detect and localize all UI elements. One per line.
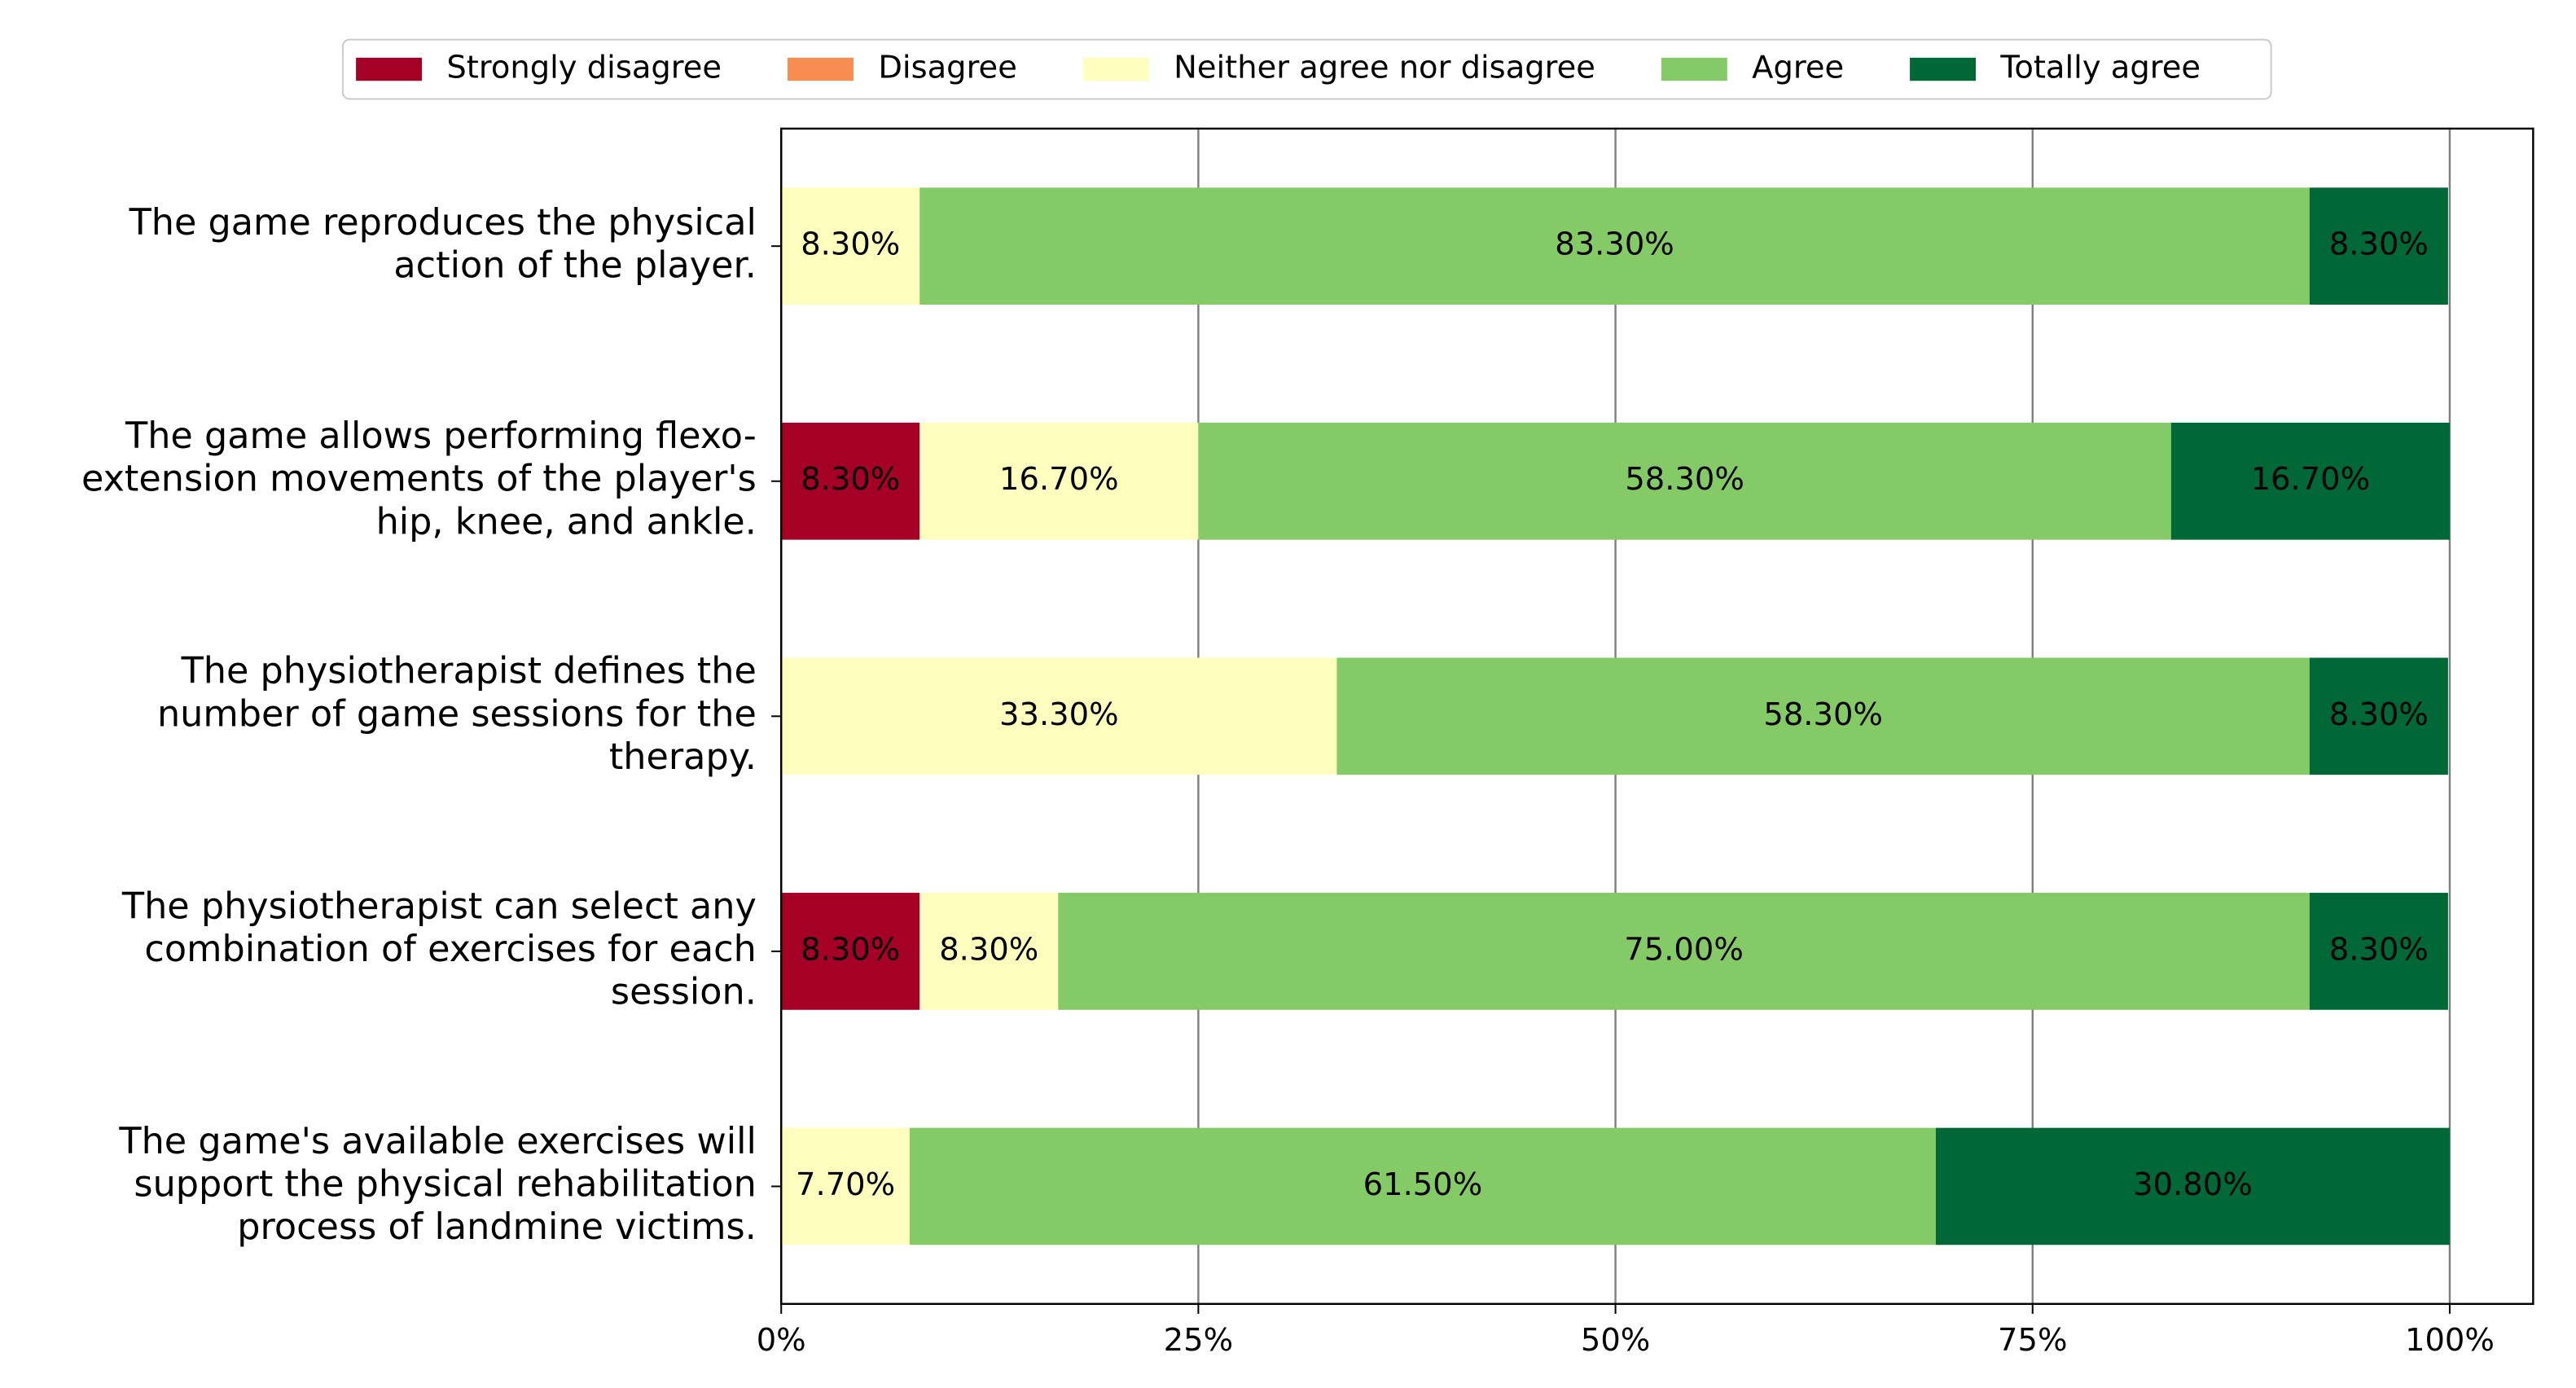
bar-segment [1198,422,2171,540]
value-label: 58.30% [1763,696,1883,733]
bar-segment [919,422,1199,540]
bar-segment [1058,893,2310,1010]
legend-swatch [1910,57,1977,81]
value-label: 75.00% [1624,931,1744,968]
x-tick-label: 75% [1998,1322,2067,1359]
legend-box [341,38,2272,100]
legend-label: Neither agree nor disagree [1174,50,1595,86]
x-tick-label: 50% [1581,1322,1650,1359]
value-label: 83.30% [1555,226,1674,263]
value-label: 8.30% [801,931,900,968]
value-label: 16.70% [2251,461,2371,498]
x-tick-label: 0% [757,1322,806,1359]
value-label: 33.30% [999,696,1119,733]
value-label: 8.30% [2329,696,2429,733]
bar-segment [781,893,920,1010]
legend-label: Totally agree [1999,50,2201,86]
bar-segment [2309,893,2448,1010]
value-label: 8.30% [939,931,1038,968]
bar-segment [1336,657,2310,775]
bar-segment [2309,187,2448,305]
bar-segment [2170,422,2450,540]
legend-swatch [1082,57,1149,81]
value-label: 8.30% [801,461,900,498]
bar-segment [781,422,920,540]
value-label: 8.30% [2329,931,2429,968]
y-tick-label: The physiotherapist defines the number of… [157,651,757,778]
x-tick-label: 25% [1164,1322,1233,1359]
legend-swatch [1661,57,1727,81]
y-tick-label: The physiotherapist can select any combin… [121,885,757,1012]
y-tick-label: The game reproduces the physical action o… [129,202,757,287]
legend-swatch [356,57,423,81]
bar-segment [781,657,1337,775]
value-label: 8.30% [801,226,900,263]
value-label: 8.30% [2329,226,2429,263]
x-tick-label: 100% [2405,1322,2495,1359]
bar-segment [919,187,2310,305]
bar-segment [1935,1127,2450,1245]
value-label: 58.30% [1625,461,1744,498]
bar-segment [781,187,920,305]
value-label: 7.70% [796,1166,895,1203]
legend-label: Strongly disagree [446,50,722,86]
value-label: 61.50% [1363,1166,1483,1203]
value-label: 16.70% [999,461,1119,498]
legend-label: Disagree [878,50,1017,86]
bar-segment [909,1127,1936,1245]
legend-swatch [788,57,854,81]
y-tick-label: The game allows performing flexo-extensi… [81,415,757,542]
bar-segment [919,893,1059,1010]
plot-frame [780,127,2534,1305]
legend-label: Agree [1752,50,1844,86]
bar-segment [781,1127,910,1245]
y-tick-label: The game's available exercises will suppo… [118,1121,756,1248]
bar-segment [2309,657,2448,775]
value-label: 30.80% [2133,1166,2253,1203]
